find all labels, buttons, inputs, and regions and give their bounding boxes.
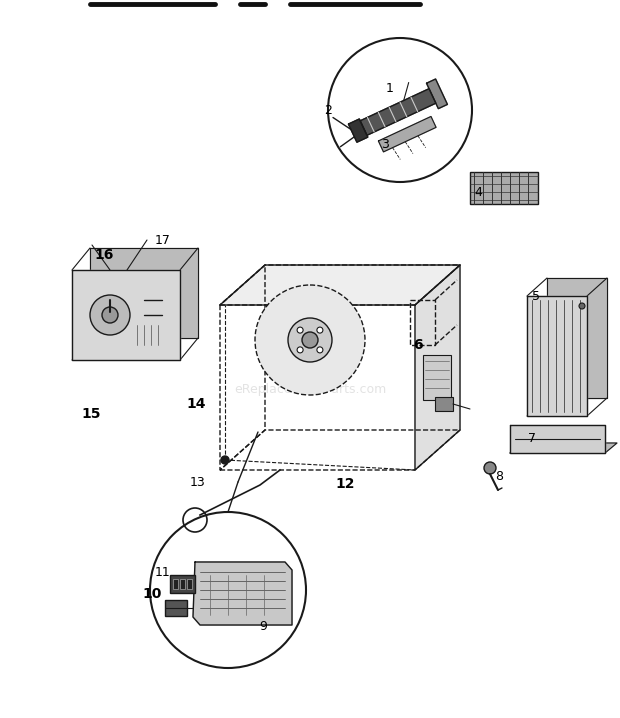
Text: 11: 11: [155, 566, 171, 579]
Bar: [435, 397, 453, 411]
Circle shape: [579, 303, 585, 309]
Polygon shape: [360, 89, 436, 135]
Circle shape: [255, 285, 365, 395]
Text: 16: 16: [94, 248, 113, 262]
Polygon shape: [220, 265, 460, 305]
Text: 4: 4: [474, 187, 482, 200]
Bar: [180, 579, 185, 589]
Circle shape: [90, 295, 130, 335]
Bar: [173, 579, 178, 589]
Bar: [187, 579, 192, 589]
Text: 10: 10: [143, 587, 162, 601]
Circle shape: [484, 462, 496, 474]
Text: 17: 17: [155, 233, 171, 246]
Text: 14: 14: [186, 397, 206, 411]
Text: 5: 5: [532, 289, 540, 302]
Text: 15: 15: [81, 407, 100, 421]
Text: 2: 2: [324, 103, 332, 116]
Polygon shape: [72, 270, 180, 360]
Circle shape: [317, 327, 323, 333]
Circle shape: [317, 347, 323, 353]
Text: 1: 1: [386, 82, 394, 95]
Polygon shape: [510, 425, 605, 453]
Text: 13: 13: [190, 477, 206, 490]
Text: 9: 9: [259, 620, 267, 633]
Bar: [170, 575, 195, 593]
Text: 7: 7: [528, 432, 536, 444]
Circle shape: [302, 332, 318, 348]
Circle shape: [297, 347, 303, 353]
Text: 8: 8: [495, 470, 503, 482]
Circle shape: [288, 318, 332, 362]
Polygon shape: [527, 296, 587, 416]
Text: 3: 3: [381, 139, 389, 151]
Circle shape: [102, 307, 118, 323]
Bar: [470, 172, 538, 204]
Polygon shape: [90, 248, 198, 338]
Bar: [423, 355, 451, 400]
Text: 6: 6: [413, 338, 423, 352]
Text: 12: 12: [335, 477, 355, 491]
Circle shape: [221, 456, 229, 464]
Polygon shape: [427, 79, 448, 108]
Polygon shape: [415, 265, 460, 470]
Polygon shape: [193, 562, 292, 625]
Polygon shape: [510, 443, 617, 453]
Polygon shape: [348, 119, 368, 142]
Polygon shape: [547, 278, 607, 398]
Circle shape: [297, 327, 303, 333]
Text: eReplacementParts.com: eReplacementParts.com: [234, 383, 386, 396]
Polygon shape: [378, 116, 436, 152]
Bar: [165, 600, 187, 616]
